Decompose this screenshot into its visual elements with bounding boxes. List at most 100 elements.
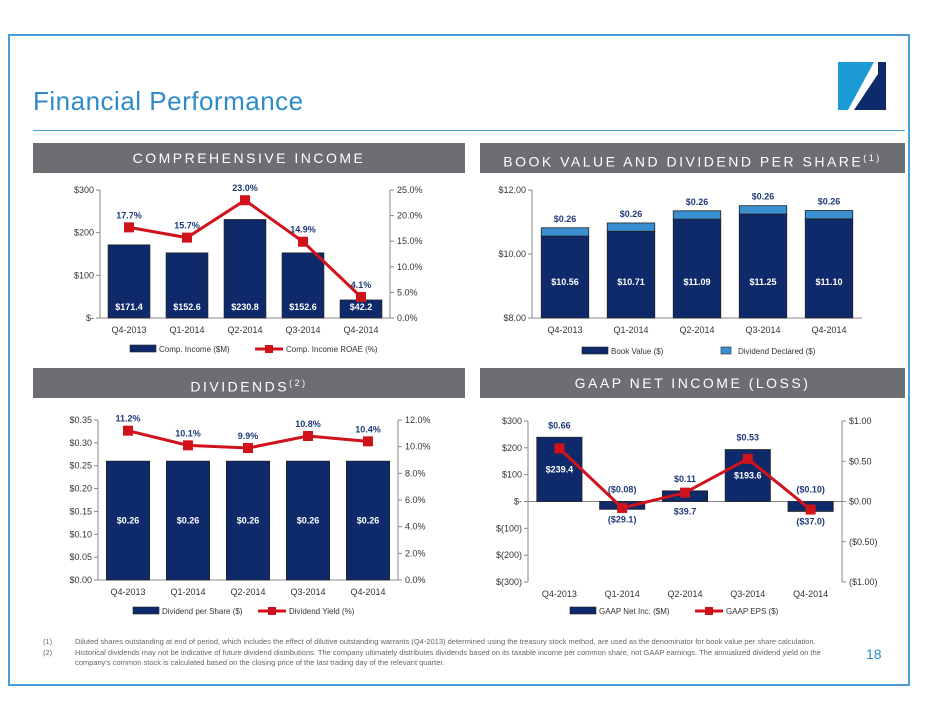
bar-data-label: $10.56 — [551, 277, 579, 287]
slide-frame — [8, 34, 910, 686]
x-tick-label: Q1-2014 — [170, 587, 205, 597]
y-tick-label: $- — [514, 497, 522, 507]
x-tick-label: Q1-2014 — [613, 325, 648, 335]
x-tick-label: Q4-2013 — [547, 325, 582, 335]
line-marker — [356, 292, 366, 303]
line-data-label: 11.2% — [115, 414, 140, 424]
bar-data-label: $10.71 — [617, 277, 645, 287]
bar — [672, 218, 722, 319]
y2-tick-label: $1.00 — [849, 416, 872, 426]
bar — [606, 230, 656, 319]
bar-data-label: ($29.1) — [608, 514, 637, 524]
legend-label: GAAP EPS ($) — [726, 607, 779, 616]
x-tick-label: Q4-2014 — [793, 589, 828, 599]
bar — [225, 460, 270, 581]
y2-tick-label: 2.0% — [405, 548, 426, 558]
line-data-label: ($0.08) — [608, 485, 637, 495]
y2-tick-label: $0.00 — [849, 497, 872, 507]
legend-label: Comp. Income ROAE (%) — [286, 345, 378, 354]
y2-tick-label: 4.0% — [405, 522, 426, 532]
company-logo — [838, 62, 886, 110]
bar — [165, 460, 210, 581]
footnote-text: Historical dividends may not be indicati… — [75, 648, 821, 667]
footnote-ref: (1) — [863, 153, 882, 163]
bar-data-label: $0.26 — [237, 516, 260, 526]
x-tick-label: Q1-2014 — [169, 325, 204, 335]
line-data-label: 10.4% — [355, 424, 381, 434]
bar-data-label: $11.10 — [815, 277, 842, 287]
y2-tick-label: ($1.00) — [849, 577, 878, 587]
legend-marker — [268, 607, 276, 615]
stacked-bar — [606, 222, 656, 232]
footnote-text: Diluted shares outstanding at end of per… — [75, 637, 816, 646]
stack-data-label: $0.26 — [752, 192, 775, 202]
y-tick-label: $0.25 — [69, 461, 92, 471]
y2-tick-label: 8.0% — [405, 468, 426, 478]
legend-label: GAAP Net Inc. ($M) — [599, 607, 670, 616]
x-tick-label: Q3-2014 — [745, 325, 780, 335]
line-marker — [805, 504, 816, 515]
x-tick-label: Q4-2013 — [542, 589, 577, 599]
bar-data-label: $0.26 — [177, 516, 200, 526]
line-data-label: 14.9% — [290, 225, 316, 235]
x-tick-label: Q4-2014 — [343, 325, 378, 335]
stacked-bar — [540, 227, 590, 237]
bar — [281, 252, 325, 319]
bar — [107, 244, 151, 319]
y-tick-label: $(300) — [496, 577, 522, 587]
legend-swatch-bars — [569, 606, 597, 615]
y-tick-label: $(100) — [496, 523, 522, 533]
stack-data-label: $0.26 — [818, 196, 841, 206]
bar — [345, 460, 390, 581]
x-tick-label: Q3-2014 — [290, 587, 325, 597]
y2-tick-label: 6.0% — [405, 495, 426, 505]
section-header-comprehensive-income: COMPREHENSIVE INCOME — [33, 143, 465, 173]
line-data-label: 17.7% — [116, 210, 142, 220]
bar-data-label: $152.6 — [173, 302, 201, 312]
line-data-label: $0.53 — [737, 433, 760, 443]
y2-tick-label: 25.0% — [397, 185, 423, 195]
y2-tick-label: 12.0% — [405, 415, 431, 425]
legend-swatch-bars — [132, 606, 160, 615]
y-tick-label: $200 — [74, 228, 94, 238]
y-tick-label: $0.15 — [69, 506, 92, 516]
footnote-ref: (2) — [289, 378, 308, 388]
x-tick-label: Q4-2013 — [110, 587, 145, 597]
page-number: 18 — [866, 646, 882, 662]
y2-tick-label: $0.50 — [849, 456, 872, 466]
line-data-label: 15.7% — [174, 221, 200, 231]
bar — [285, 460, 330, 581]
y-tick-label: $10.00 — [498, 249, 526, 259]
line-marker — [617, 502, 628, 513]
bar-data-label: $11.25 — [749, 277, 776, 287]
bar-data-label: $171.4 — [115, 302, 143, 312]
footnote-number: (2) — [43, 648, 53, 657]
y2-tick-label: 15.0% — [397, 236, 423, 246]
legend-marker — [705, 607, 713, 615]
bar-data-label: $39.7 — [674, 507, 697, 517]
x-tick-label: Q3-2014 — [285, 325, 320, 335]
section-title: COMPREHENSIVE INCOME — [132, 150, 366, 166]
section-title: BOOK VALUE AND DIVIDEND PER SHARE — [503, 153, 864, 170]
legend-swatch-bars — [129, 344, 157, 353]
bar-data-label: $193.6 — [734, 471, 762, 481]
stacked-bar — [672, 210, 722, 220]
section-header-gaap: GAAP NET INCOME (LOSS) — [480, 368, 905, 398]
y-tick-label: $0.00 — [69, 575, 92, 585]
y2-tick-label: ($0.50) — [849, 537, 878, 547]
x-tick-label: Q2-2014 — [667, 589, 702, 599]
bar-data-label: $239.4 — [546, 464, 574, 474]
y2-tick-label: 10.0% — [405, 442, 431, 452]
footnote-number: (1) — [43, 637, 53, 646]
bar-data-label: $0.26 — [357, 516, 380, 526]
y2-tick-label: 10.0% — [397, 262, 423, 272]
bar — [223, 219, 267, 319]
y2-tick-label: 0.0% — [397, 313, 418, 323]
title-divider — [33, 130, 905, 131]
section-header-book-value: BOOK VALUE AND DIVIDEND PER SHARE(1) — [480, 143, 905, 173]
bar-data-label: $42.2 — [350, 302, 373, 312]
y-tick-label: $200 — [502, 443, 522, 453]
y-tick-label: $(200) — [496, 550, 522, 560]
y-tick-label: $300 — [502, 416, 522, 426]
legend-label: Dividend Yield (%) — [289, 607, 355, 616]
